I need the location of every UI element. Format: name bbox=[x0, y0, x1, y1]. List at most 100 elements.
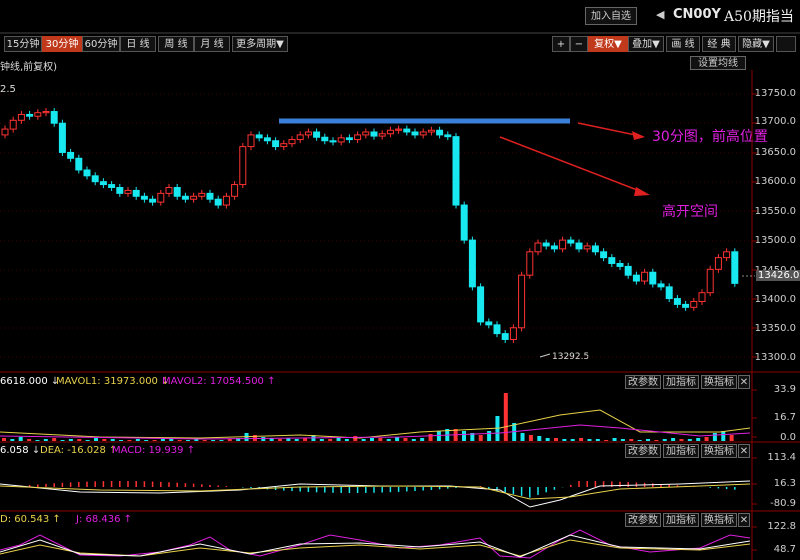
mavol1-line bbox=[0, 409, 751, 439]
candle-body bbox=[649, 271, 657, 285]
hide-button[interactable]: 隐藏▼ bbox=[738, 36, 774, 52]
candle-body bbox=[50, 111, 58, 124]
candle-body bbox=[173, 187, 181, 197]
volume-bar bbox=[587, 439, 592, 441]
kdj-close-icon[interactable]: ✕ bbox=[738, 513, 750, 527]
volume-bar bbox=[570, 439, 575, 441]
macd-close-icon[interactable]: ✕ bbox=[738, 444, 750, 458]
candle-body bbox=[468, 239, 476, 288]
candle-body bbox=[673, 298, 681, 305]
volume-bar bbox=[520, 433, 525, 441]
dea-line bbox=[0, 483, 751, 500]
period-month-button[interactable]: 月 线 bbox=[194, 36, 230, 52]
candle-body bbox=[140, 195, 148, 200]
candle-body bbox=[181, 195, 189, 200]
add-watchlist-button[interactable]: 加入自选 bbox=[585, 7, 637, 25]
period-week-button[interactable]: 周 线 bbox=[158, 36, 194, 52]
candle-body bbox=[567, 239, 575, 244]
vol-switch-indicator-button[interactable]: 换指标 bbox=[701, 375, 737, 389]
vol-add-indicator-button[interactable]: 加指标 bbox=[663, 375, 699, 389]
candle-body bbox=[591, 245, 599, 253]
mavol2-value: MAVOL2: 17054.500 ↑ bbox=[162, 376, 276, 387]
macd-y-16: 16.3 bbox=[773, 478, 796, 489]
kdj-switch-indicator-button[interactable]: 换指标 bbox=[701, 513, 737, 527]
arrow-head bbox=[632, 131, 645, 140]
low-marker-pointer bbox=[539, 353, 551, 358]
macd-switch-indicator-button[interactable]: 换指标 bbox=[701, 444, 737, 458]
macd-modify-params-button[interactable]: 改参数 bbox=[625, 444, 661, 458]
macd-add-indicator-button[interactable]: 加指标 bbox=[663, 444, 699, 458]
dif-line bbox=[0, 480, 751, 508]
volume-bar bbox=[537, 436, 542, 441]
candle-body bbox=[58, 122, 66, 153]
volume-bar bbox=[119, 440, 124, 441]
candle-body bbox=[411, 131, 419, 136]
period-60min-button[interactable]: 60分钟 bbox=[82, 36, 120, 52]
panel-toggle-button[interactable] bbox=[776, 36, 796, 52]
candle-body bbox=[395, 128, 403, 131]
volume-bar bbox=[353, 436, 358, 441]
low-price-marker: 13292.5 bbox=[552, 352, 590, 362]
zoom-in-button[interactable]: + bbox=[552, 36, 570, 52]
mavol1-value: MAVOL1: 31973.000 ↓ bbox=[56, 376, 170, 387]
volume-bar bbox=[612, 438, 617, 441]
candle-body bbox=[583, 245, 591, 250]
candle-body bbox=[485, 321, 493, 326]
volume-bar bbox=[328, 439, 333, 441]
vol-modify-params-button[interactable]: 改参数 bbox=[625, 375, 661, 389]
draw-line-button[interactable]: 画 线 bbox=[666, 36, 700, 52]
volume-bar bbox=[336, 438, 341, 441]
candle-body bbox=[313, 131, 321, 138]
volume-bar bbox=[679, 439, 684, 441]
candle-body bbox=[9, 119, 17, 130]
left-partial-label: 2.5 bbox=[0, 84, 16, 95]
volume-bar bbox=[562, 439, 567, 441]
volume-bar bbox=[361, 439, 366, 441]
volume-bar bbox=[712, 433, 717, 441]
classic-button[interactable]: 经 典 bbox=[702, 36, 736, 52]
volume-bar bbox=[646, 439, 650, 441]
vol-value: 6618.000 ↓ bbox=[0, 376, 60, 387]
volume-bar bbox=[378, 438, 383, 441]
candle-body bbox=[124, 189, 132, 194]
candle-body bbox=[165, 187, 173, 194]
vol-y-33: 33.9 bbox=[773, 384, 796, 395]
y-label-13400: 13400.0 bbox=[754, 294, 796, 305]
candle-body bbox=[362, 131, 370, 136]
volume-bar bbox=[186, 440, 190, 441]
candle-body bbox=[698, 292, 706, 302]
dif-value: 6.058 ↓ bbox=[0, 445, 41, 456]
adjust-button[interactable]: 复权▼ bbox=[588, 36, 628, 52]
ma-settings-button[interactable]: 设置均线 bbox=[690, 56, 746, 70]
period-15min-button[interactable]: 15分钟 bbox=[4, 36, 42, 52]
candle-body bbox=[132, 189, 140, 197]
candle-body bbox=[460, 204, 468, 241]
candle-body bbox=[575, 242, 583, 250]
y-label-13700: 13700.0 bbox=[754, 116, 796, 127]
candle-body bbox=[706, 268, 714, 294]
volume-bar bbox=[654, 440, 659, 441]
volume-bar bbox=[629, 439, 634, 441]
volume-bar bbox=[110, 439, 115, 441]
kdj-modify-params-button[interactable]: 改参数 bbox=[625, 513, 661, 527]
candle-body bbox=[304, 131, 312, 136]
candle-body bbox=[329, 140, 337, 143]
kdj-add-indicator-button[interactable]: 加指标 bbox=[663, 513, 699, 527]
more-periods-button[interactable]: 更多周期▼ bbox=[232, 36, 288, 52]
triangle-left-icon[interactable]: ◀ bbox=[656, 8, 665, 21]
volume-bar bbox=[436, 431, 441, 441]
volume-bar bbox=[503, 393, 508, 441]
kdj-y-122: 122.8 bbox=[767, 521, 796, 532]
volume-bar bbox=[68, 439, 73, 441]
candle-body bbox=[288, 139, 296, 145]
zoom-out-button[interactable]: − bbox=[570, 36, 588, 52]
candle-body bbox=[272, 140, 280, 148]
volume-bar bbox=[604, 440, 609, 441]
macd-value: MACD: 19.939 ↑ bbox=[112, 445, 196, 456]
vol-close-icon[interactable]: ✕ bbox=[738, 375, 750, 389]
period-day-button[interactable]: 日 线 bbox=[120, 36, 156, 52]
overlay-button[interactable]: 叠加▼ bbox=[628, 36, 664, 52]
volume-bar bbox=[395, 437, 400, 441]
period-30min-button[interactable]: 30分钟 bbox=[42, 36, 82, 52]
